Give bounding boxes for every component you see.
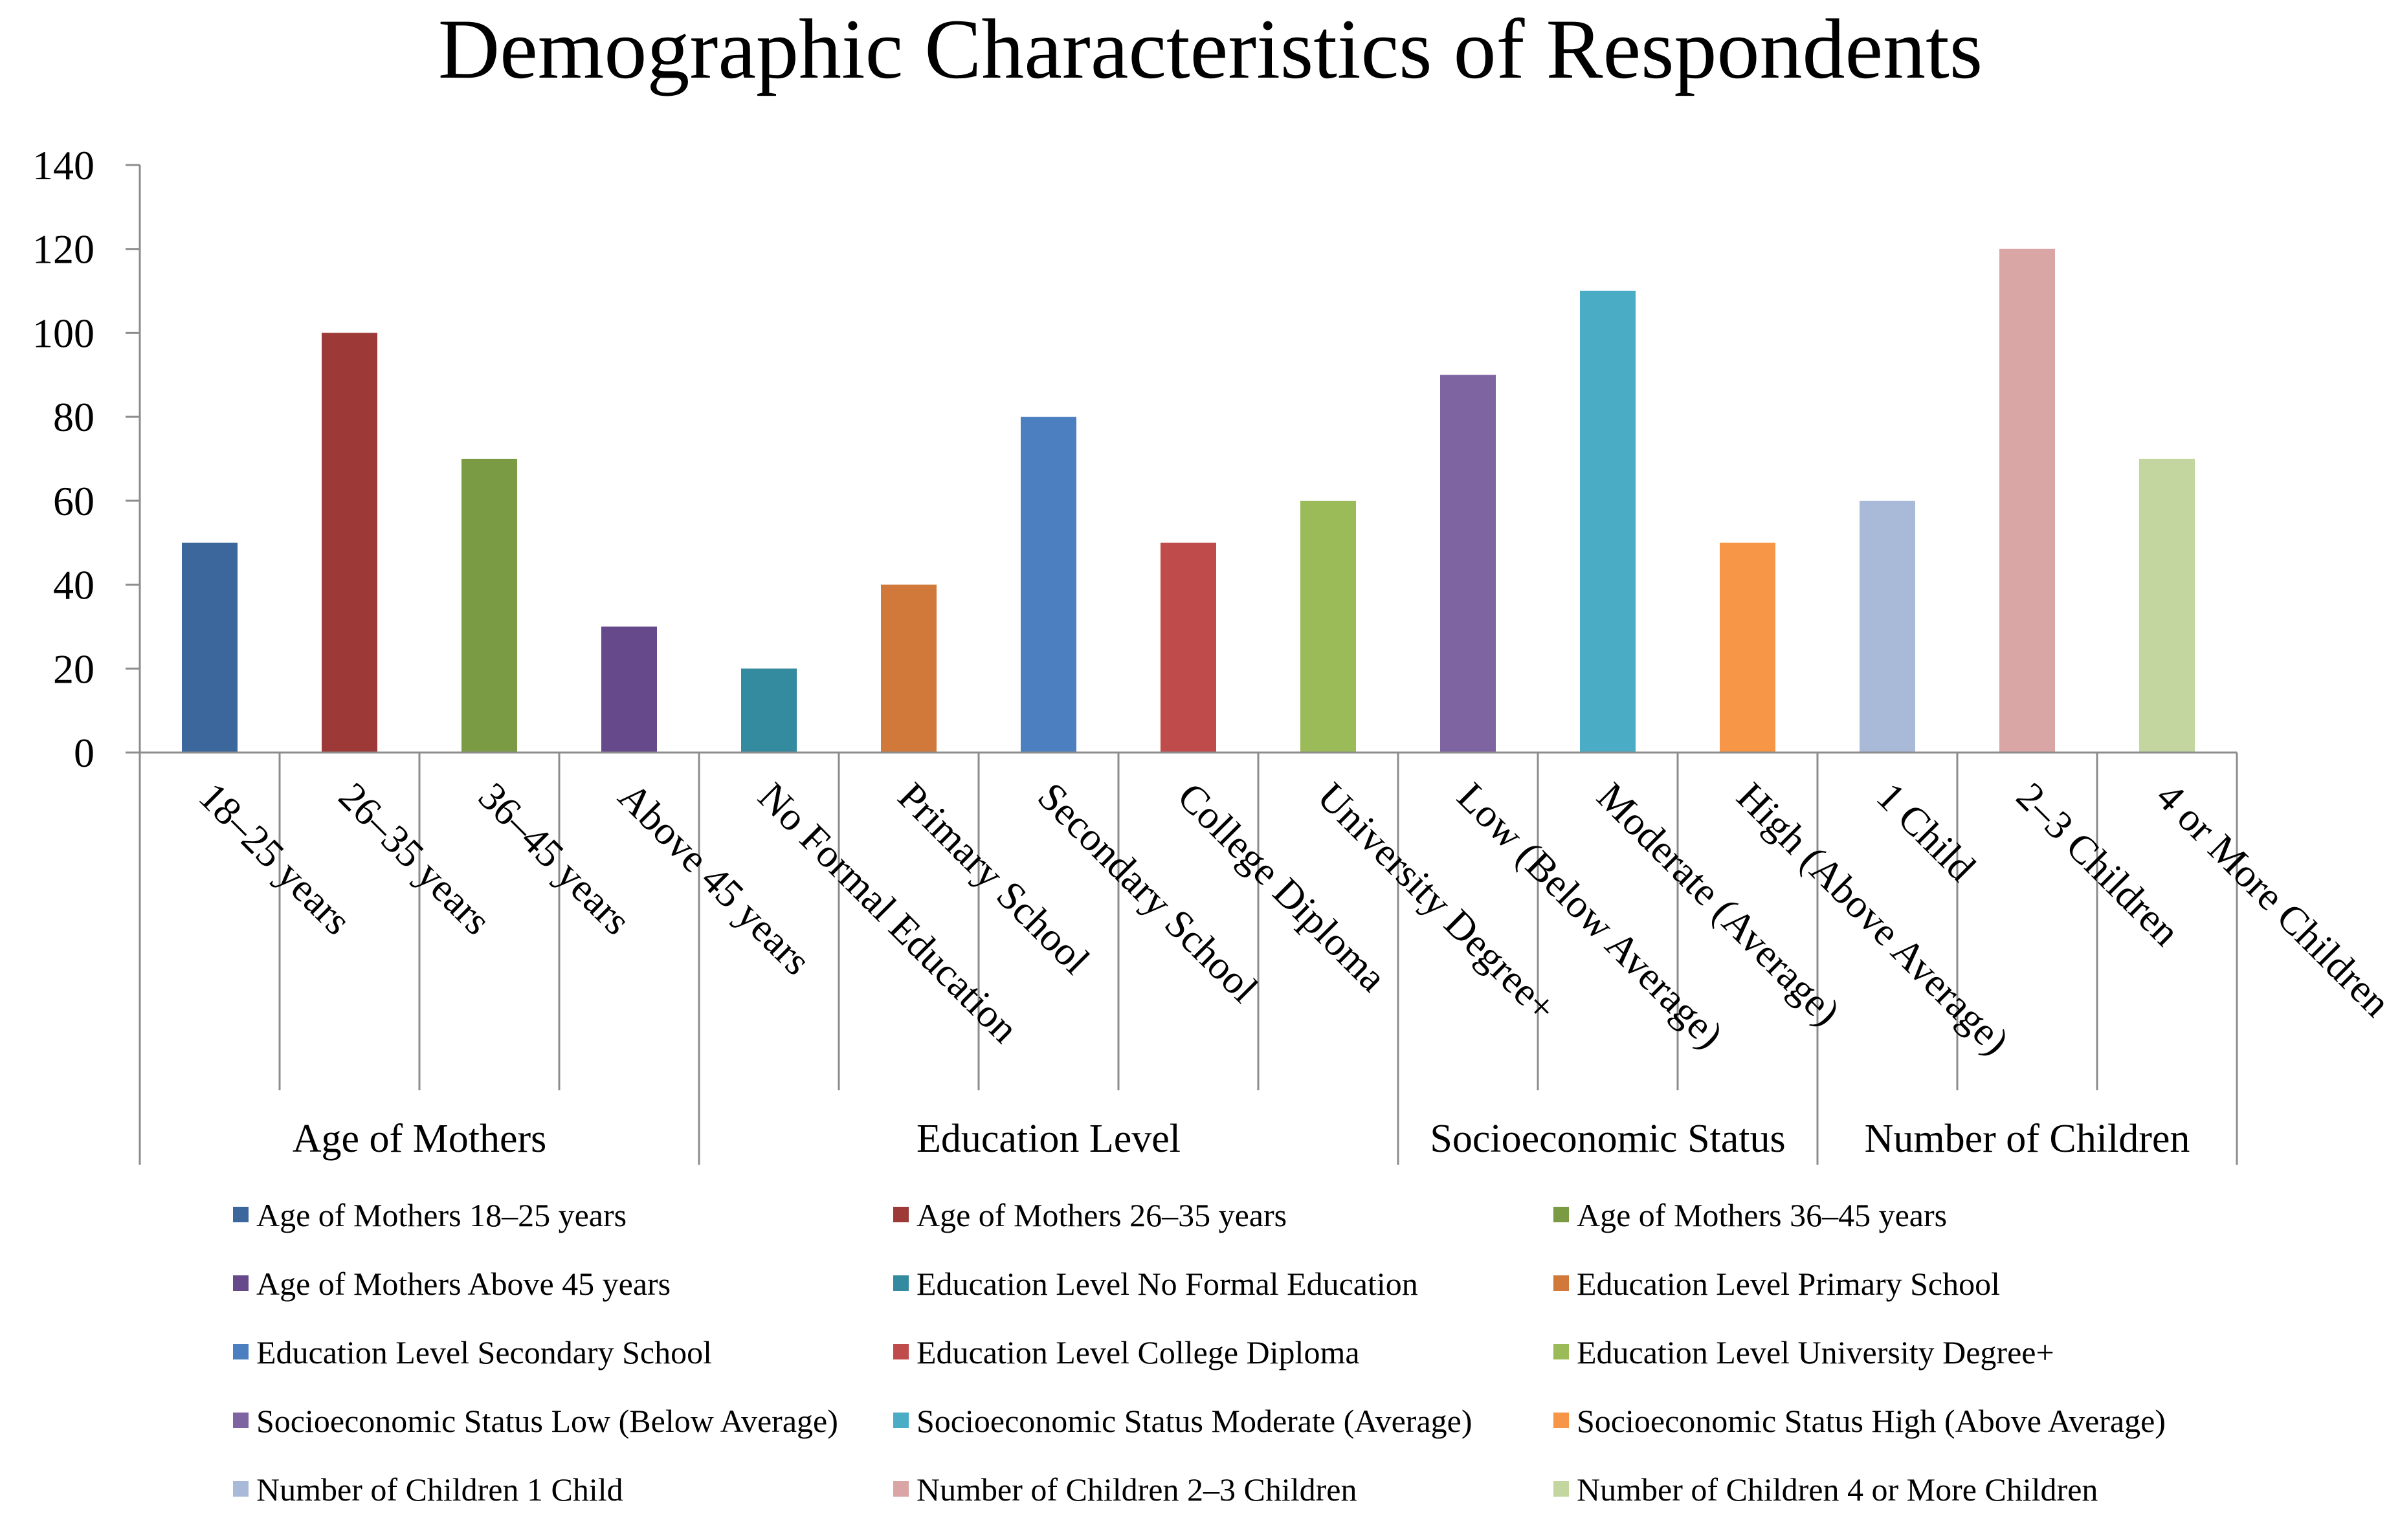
category-label: High (Above Average) <box>1728 775 2017 1064</box>
legend-label: Number of Children 4 or More Children <box>1577 1471 2098 1508</box>
bar <box>881 584 937 753</box>
category-label: 26–35 years <box>330 775 499 943</box>
legend-label: Age of Mothers 26–35 years <box>917 1197 1287 1233</box>
group-label: Number of Children <box>1865 1117 2190 1161</box>
legend-label: Age of Mothers 18–25 years <box>256 1197 627 1233</box>
legend-label: Age of Mothers Above 45 years <box>256 1266 671 1302</box>
bar <box>2139 459 2195 753</box>
legend-swatch <box>1553 1344 1569 1359</box>
y-tick-label: 60 <box>53 478 94 524</box>
category-label: University Degree+ <box>1309 775 1564 1030</box>
bar <box>1999 248 2055 753</box>
category-label: 1 Child <box>1868 775 1983 890</box>
legend-swatch <box>233 1207 249 1222</box>
legend-label: Education Level University Degree+ <box>1577 1334 2054 1370</box>
group-label: Socioeconomic Status <box>1430 1117 1785 1161</box>
bar <box>1860 500 1915 753</box>
legend-swatch <box>1553 1207 1569 1222</box>
bar <box>1021 417 1076 753</box>
y-tick-label: 80 <box>53 394 94 440</box>
legend: Age of Mothers 18–25 years Age of Mothers… <box>233 1197 2166 1508</box>
y-tick-label: 140 <box>32 142 94 188</box>
y-tick-label: 120 <box>32 226 94 272</box>
legend-swatch <box>233 1275 249 1291</box>
legend-label: Age of Mothers 36–45 years <box>1577 1197 1947 1233</box>
y-axis: 0 20 40 60 80 100 120 140 <box>32 142 141 776</box>
bar <box>182 542 238 753</box>
legend-label: Socioeconomic Status High (Above Average… <box>1577 1403 2166 1439</box>
bars <box>182 248 2195 753</box>
legend-swatch <box>893 1275 909 1291</box>
legend-label: Education Level No Formal Education <box>917 1266 1418 1302</box>
bar <box>601 626 657 753</box>
bar <box>1580 291 1636 753</box>
legend-label: Number of Children 2–3 Children <box>917 1471 1357 1508</box>
legend-swatch <box>893 1344 909 1359</box>
legend-label: Education Level Primary School <box>1577 1266 2000 1302</box>
bar <box>741 668 797 753</box>
legend-swatch <box>1553 1275 1569 1291</box>
legend-label: Number of Children 1 Child <box>256 1471 623 1508</box>
legend-label: Education Level College Diploma <box>917 1334 1360 1370</box>
legend-swatch <box>893 1207 909 1222</box>
bar <box>322 333 377 753</box>
category-label: 18–25 years <box>190 775 359 943</box>
group-label: Education Level <box>917 1117 1181 1161</box>
legend-swatch <box>893 1481 909 1497</box>
legend-swatch <box>893 1413 909 1428</box>
legend-swatch <box>1553 1481 1569 1497</box>
bar <box>1440 375 1496 753</box>
y-tick-label: 0 <box>74 730 94 776</box>
y-tick-label: 20 <box>53 646 94 692</box>
legend-swatch <box>233 1481 249 1497</box>
legend-label: Education Level Secondary School <box>256 1334 712 1370</box>
legend-swatch <box>233 1413 249 1428</box>
legend-swatch <box>233 1344 249 1359</box>
y-tick-label: 40 <box>53 562 94 608</box>
category-label: 4 or More Children <box>2148 775 2399 1026</box>
category-label: 36–45 years <box>470 775 639 943</box>
chart-title: Demographic Characteristics of Responden… <box>438 1 1983 96</box>
legend-label: Socioeconomic Status Moderate (Average) <box>917 1403 1472 1439</box>
legend-swatch <box>1553 1413 1569 1428</box>
y-tick-label: 100 <box>32 310 94 356</box>
category-label: Low (Below Average) <box>1449 775 1731 1057</box>
category-label: No Formal Education <box>750 775 1027 1051</box>
bar <box>461 459 517 753</box>
bar <box>1720 542 1775 753</box>
bar <box>1161 542 1216 753</box>
category-label: Moderate (Average) <box>1588 775 1848 1034</box>
group-label: Age of Mothers <box>293 1117 547 1161</box>
x-axis: Age of Mothers Education Level Socioeconom… <box>139 751 2399 1165</box>
bar <box>1300 500 1356 753</box>
legend-label: Socioeconomic Status Low (Below Average) <box>256 1403 838 1439</box>
